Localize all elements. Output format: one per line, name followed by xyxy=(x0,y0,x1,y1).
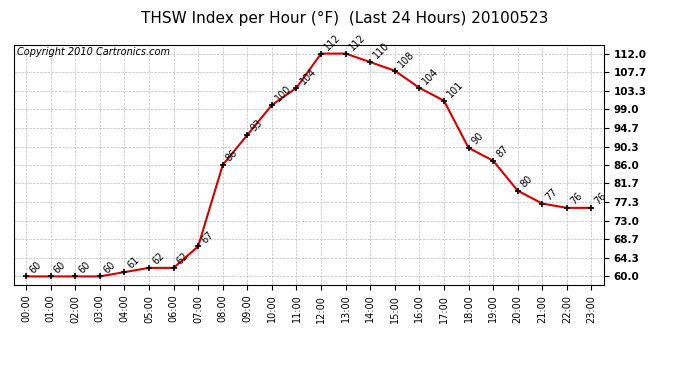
Text: 112: 112 xyxy=(347,32,367,52)
Text: 90: 90 xyxy=(470,131,486,147)
Text: 76: 76 xyxy=(593,190,609,207)
Text: THSW Index per Hour (°F)  (Last 24 Hours) 20100523: THSW Index per Hour (°F) (Last 24 Hours)… xyxy=(141,11,549,26)
Text: 62: 62 xyxy=(150,251,166,267)
Text: 60: 60 xyxy=(101,259,117,275)
Text: 112: 112 xyxy=(322,32,343,52)
Text: 87: 87 xyxy=(495,144,511,159)
Text: 60: 60 xyxy=(77,259,92,275)
Text: 60: 60 xyxy=(28,259,43,275)
Text: 80: 80 xyxy=(519,174,535,189)
Text: 110: 110 xyxy=(372,41,392,61)
Text: 108: 108 xyxy=(396,49,416,69)
Text: 93: 93 xyxy=(248,118,264,134)
Text: 62: 62 xyxy=(175,251,191,267)
Text: 60: 60 xyxy=(52,259,68,275)
Text: 76: 76 xyxy=(569,190,584,207)
Text: 86: 86 xyxy=(224,148,240,164)
Text: 101: 101 xyxy=(445,79,466,99)
Text: 104: 104 xyxy=(298,66,318,87)
Text: 104: 104 xyxy=(421,66,441,87)
Text: Copyright 2010 Cartronics.com: Copyright 2010 Cartronics.com xyxy=(17,47,170,57)
Text: 77: 77 xyxy=(544,186,560,202)
Text: 100: 100 xyxy=(273,84,293,104)
Text: 61: 61 xyxy=(126,255,141,271)
Text: 67: 67 xyxy=(199,229,215,245)
